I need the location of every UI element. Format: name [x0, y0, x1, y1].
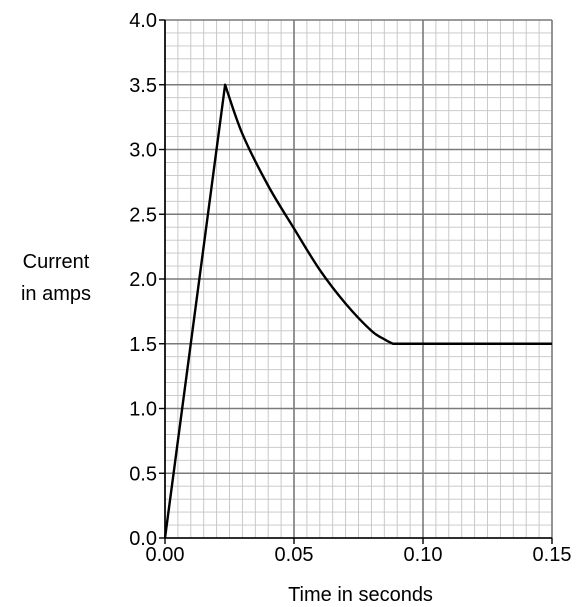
y-axis-title-line-2: in amps [21, 283, 91, 305]
y-tick-label: 0.5 [129, 463, 157, 485]
y-tick-label: 2.5 [129, 204, 157, 226]
series-layer [163, 83, 552, 539]
current-series-line [163, 83, 552, 539]
y-tick-label: 4.0 [129, 10, 157, 32]
x-axis-title: Time in seconds [288, 584, 433, 606]
grid [164, 19, 553, 539]
y-tick-label: 1.5 [129, 334, 157, 356]
x-tick-label: 0.15 [533, 544, 572, 566]
x-tick-label: 0.05 [275, 544, 314, 566]
y-axis-title-line-1: Current [23, 251, 90, 273]
axes [159, 19, 553, 544]
y-tick-label: 3.5 [129, 75, 157, 97]
y-tick-label: 3.0 [129, 140, 157, 162]
x-tick-label: 0.00 [146, 544, 185, 566]
x-tick-label: 0.10 [404, 544, 443, 566]
y-tick-label: 1.0 [129, 399, 157, 421]
tick-labels: 0.0 0.5 1.0 1.5 2.0 2.5 3.0 3.5 4.0 0.00 0.05 0.10 0… [129, 10, 571, 566]
y-tick-label: 0.0 [129, 528, 157, 550]
y-tick-label: 2.0 [129, 269, 157, 291]
